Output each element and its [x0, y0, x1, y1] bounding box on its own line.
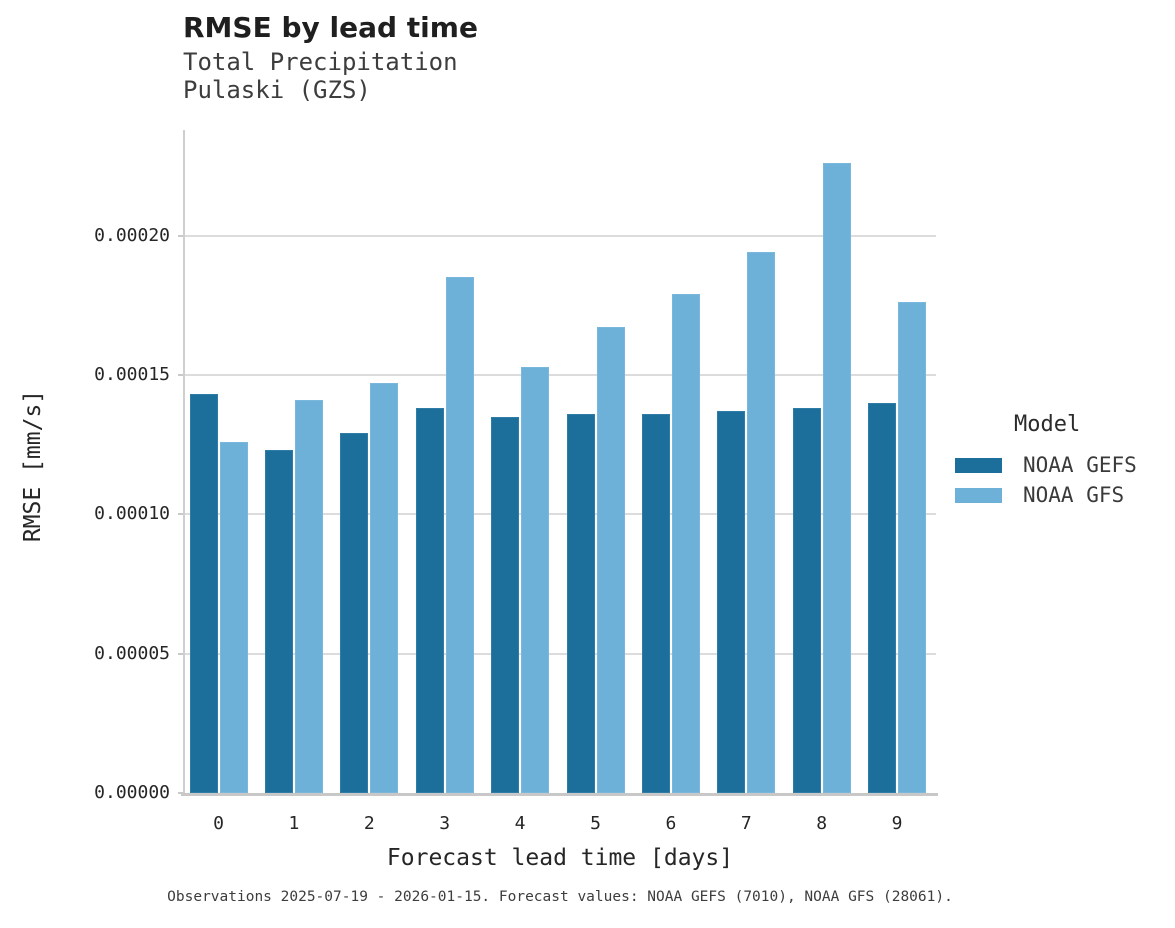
bar-noaa-gfs-day-2: [370, 383, 399, 793]
bar-noaa-gefs-day-5: [566, 413, 595, 793]
bar-noaa-gfs-day-8: [822, 163, 851, 793]
legend-swatch-noaa-gefs: [955, 458, 1002, 473]
y-tick-label: 0.00010: [94, 503, 170, 525]
y-axis-spine: [183, 130, 185, 796]
bar-noaa-gfs-day-5: [596, 327, 625, 793]
y-axis-tick: [178, 792, 183, 794]
bar-noaa-gfs-day-7: [747, 252, 776, 793]
bar-noaa-gfs-day-6: [671, 294, 700, 793]
x-tick-label: 4: [514, 813, 526, 834]
bar-noaa-gfs-day-3: [445, 277, 474, 793]
chart-subtitle-variable: Total Precipitation: [183, 48, 458, 76]
bar-noaa-gefs-day-2: [340, 433, 369, 793]
x-tick-label: 5: [590, 813, 601, 834]
x-tick-label: 7: [740, 813, 752, 834]
legend-label-noaa-gfs: NOAA GFS: [1023, 483, 1125, 507]
caption-text: Observations 2025-07-19 - 2026-01-15. Fo…: [167, 889, 953, 905]
x-tick-label: 1: [288, 813, 300, 834]
legend-label-noaa-gefs: NOAA GEFS: [1023, 453, 1137, 477]
bar-noaa-gefs-day-3: [415, 408, 444, 793]
bar-noaa-gefs-day-8: [792, 408, 821, 793]
bar-noaa-gefs-day-0: [189, 394, 218, 793]
y-axis-tick: [178, 373, 183, 376]
bar-noaa-gefs-day-1: [264, 450, 293, 793]
y-tick-label: 0.00015: [94, 363, 170, 385]
bar-noaa-gfs-day-9: [898, 302, 927, 793]
y-axis-tick: [178, 652, 183, 655]
y-axis-title: RMSE [mm/s]: [20, 389, 46, 543]
x-axis-spine: [181, 793, 938, 796]
x-tick-label: 2: [363, 813, 375, 834]
bar-noaa-gfs-day-1: [294, 399, 323, 793]
y-gridline: [184, 234, 936, 237]
x-tick-label: 9: [891, 813, 903, 834]
x-axis-title: Forecast lead time [days]: [386, 845, 734, 871]
legend-swatch-noaa-gfs: [955, 488, 1002, 503]
x-tick-label: 6: [665, 813, 677, 834]
bar-noaa-gefs-day-9: [868, 402, 897, 793]
chart-subtitle-station: Pulaski (GZS): [183, 76, 371, 104]
bar-noaa-gfs-day-0: [219, 441, 248, 793]
y-gridline: [184, 652, 936, 655]
x-tick-label: 0: [213, 813, 224, 834]
y-tick-label: 0.00000: [94, 782, 170, 803]
y-tick-label: 0.00005: [94, 642, 170, 664]
bar-noaa-gfs-day-4: [521, 366, 550, 793]
chart-title: RMSE by lead time: [183, 11, 478, 44]
y-axis-tick: [178, 234, 183, 237]
bar-noaa-gefs-day-4: [491, 416, 520, 793]
y-gridline: [184, 513, 936, 516]
y-axis-tick: [178, 513, 183, 516]
legend-title: Model: [1014, 412, 1081, 437]
x-tick-label: 3: [439, 813, 451, 834]
y-gridline: [184, 373, 936, 376]
x-tick-label: 8: [816, 813, 828, 834]
bar-noaa-gefs-day-7: [717, 411, 746, 793]
bar-noaa-gefs-day-6: [641, 413, 670, 793]
y-tick-label: 0.00020: [94, 224, 170, 246]
